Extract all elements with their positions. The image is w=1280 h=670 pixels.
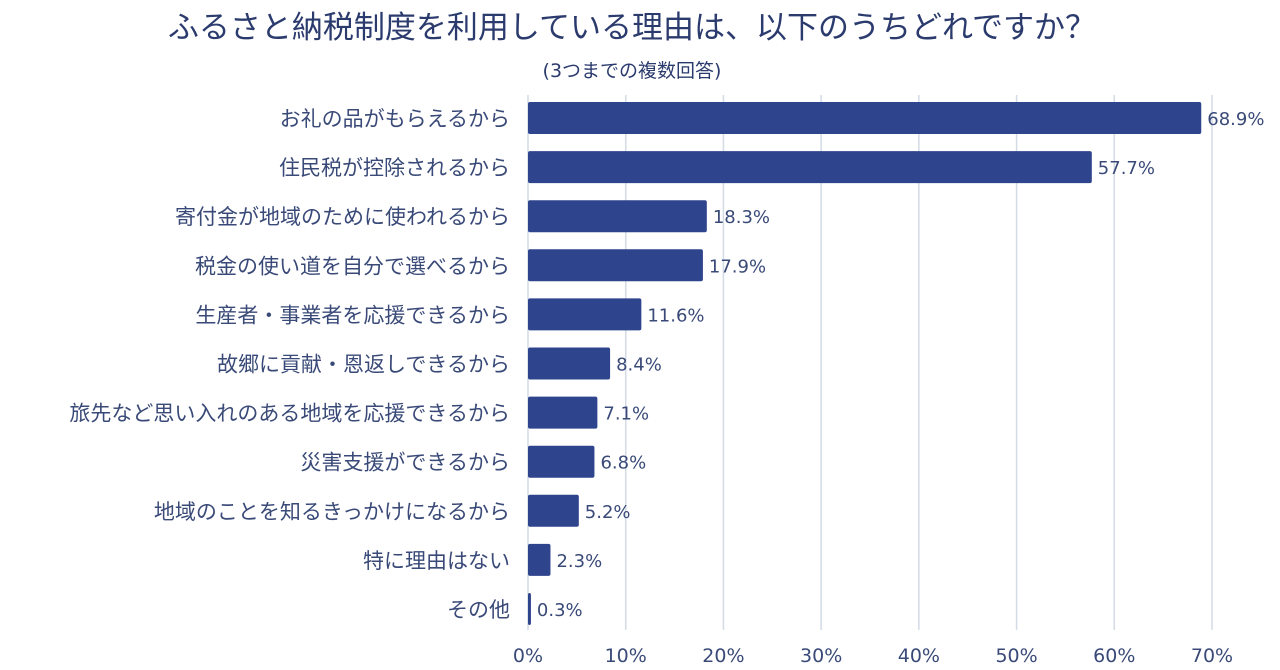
x-tick-label: 60% [1093, 645, 1135, 667]
category-labels: お礼の品がもらえるから住民税が控除されるから寄付金が地域のために使われるから税金… [69, 107, 510, 622]
value-label: 17.9% [709, 256, 766, 277]
bar [528, 102, 1202, 134]
bar [528, 494, 579, 527]
category-label: 災害支援ができるから [300, 451, 510, 475]
value-label: 7.1% [603, 404, 649, 425]
x-tick-label: 40% [898, 645, 940, 667]
category-label: お礼の品がもらえるから [280, 107, 510, 131]
bar [528, 445, 595, 478]
value-labels: 68.9% 57.7% 18.3% 17.9% 11.6% 8.4% 7.1% 6.8% 5.2… [537, 109, 1265, 621]
category-label: 寄付金が地域のために使われるから [175, 205, 510, 229]
bar [528, 200, 707, 233]
bar [528, 298, 642, 331]
category-label: 生産者・事業者を応援できるから [195, 303, 510, 327]
category-label: その他 [447, 598, 510, 622]
bar [528, 347, 611, 380]
x-tick-label: 30% [800, 645, 842, 667]
x-axis-ticks: 0% 10% 20% 30% 40% 50% 60% 70% [513, 645, 1233, 667]
category-label: 旅先など思い入れのある地域を応援できるから [69, 402, 510, 426]
bar [528, 396, 598, 429]
value-label: 57.7% [1098, 158, 1155, 179]
x-tick-label: 20% [702, 645, 744, 667]
category-label: 税金の使い道を自分で選べるから [195, 254, 510, 278]
value-label: 11.6% [647, 305, 704, 326]
value-label: 5.2% [585, 502, 631, 523]
x-tick-label: 70% [1191, 645, 1233, 667]
value-label: 6.8% [600, 453, 646, 474]
bar [528, 543, 551, 576]
category-label: 故郷に貢献・恩返しできるから [217, 353, 510, 377]
value-label: 8.4% [616, 355, 662, 376]
value-label: 2.3% [556, 551, 602, 572]
category-label: 特に理由はない [363, 549, 510, 573]
category-label: 地域のことを知るきっかけになるから [154, 500, 510, 524]
bar [528, 151, 1092, 184]
x-tick-label: 50% [995, 645, 1037, 667]
value-label: 18.3% [713, 207, 770, 228]
category-label: 住民税が控除されるから [279, 156, 510, 180]
bars [528, 102, 1202, 625]
bar [528, 593, 531, 625]
value-label: 0.3% [537, 600, 583, 621]
gridlines [527, 95, 1213, 630]
bar [528, 249, 703, 282]
x-tick-label: 10% [605, 645, 647, 667]
chart-title: ふるさと納税制度を利用している理由は、以下のうちどれですか？ [168, 10, 1096, 46]
chart-subtitle: (3つまでの複数回答) [543, 60, 722, 82]
value-label: 68.9% [1207, 109, 1264, 130]
x-tick-label: 0% [513, 645, 543, 667]
